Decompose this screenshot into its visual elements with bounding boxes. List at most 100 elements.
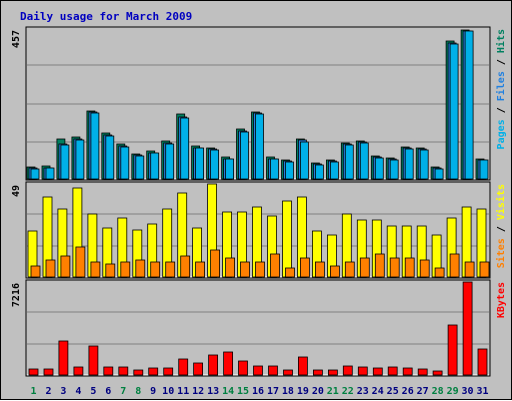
x-tick-label: 16	[252, 386, 264, 397]
bar-pages-day-9	[150, 152, 160, 180]
bar-sites-day-3	[60, 255, 71, 278]
bar-kbytes-day-15	[238, 360, 248, 376]
bar-pages-day-17	[270, 158, 279, 180]
bar-pages-day-5	[90, 112, 100, 180]
bar-kbytes-day-16	[253, 365, 263, 376]
x-tick-label: 14	[222, 386, 234, 397]
bar-sites-day-16	[255, 261, 265, 278]
legend-part: Hits	[495, 29, 507, 53]
y-max-label: 49	[11, 185, 22, 197]
x-tick-label: 11	[177, 386, 189, 397]
bar-pages-day-26	[404, 148, 414, 180]
bar-pages-day-24	[374, 157, 384, 180]
legend-part: Sites	[495, 238, 507, 268]
bar-pages-day-6	[105, 135, 115, 180]
bar-kbytes-day-5	[88, 345, 99, 376]
bar-sites-day-4	[75, 246, 86, 278]
bar-kbytes-day-19	[297, 356, 308, 376]
x-tick-label: 19	[297, 386, 309, 397]
x-tick-label: 18	[282, 386, 294, 397]
x-tick-label: 7	[120, 386, 126, 397]
x-tick-label: 4	[75, 386, 81, 397]
x-tick-label: 2	[45, 386, 51, 397]
bar-pages-day-15	[240, 131, 249, 180]
bar-sites-day-27	[419, 259, 430, 278]
legend-part: /	[496, 220, 507, 238]
bar-sites-day-14	[225, 257, 236, 278]
bar-kbytes-day-30	[462, 281, 473, 376]
bar-sites-day-9	[150, 261, 161, 278]
bar-pages-day-12	[195, 147, 205, 180]
bar-kbytes-day-2	[43, 368, 54, 376]
x-tick-label: 20	[312, 386, 324, 397]
bar-pages-day-16	[255, 113, 264, 180]
bar-sites-day-6	[105, 263, 116, 278]
series-legend-label: KBytes	[496, 282, 507, 318]
bar-kbytes-day-9	[148, 367, 159, 376]
x-tick-label: 31	[476, 386, 488, 397]
bar-sites-day-1	[30, 265, 41, 278]
bar-pages-day-23	[359, 142, 369, 180]
x-tick-label: 17	[267, 386, 279, 397]
bar-kbytes-day-20	[312, 369, 323, 376]
bar-sites-day-19	[299, 257, 310, 278]
bar-pages-day-27	[419, 149, 429, 180]
x-tick-label: 28	[432, 386, 444, 397]
bar-kbytes-day-12	[193, 362, 204, 376]
bar-sites-day-15	[240, 261, 250, 278]
bar-kbytes-day-23	[357, 366, 368, 376]
x-tick-label: 5	[90, 386, 96, 397]
x-tick-label: 8	[135, 386, 141, 397]
bar-kbytes-day-4	[73, 366, 84, 376]
bar-pages-day-14	[225, 158, 235, 180]
bar-pages-day-4	[75, 139, 85, 180]
bar-kbytes-day-18	[283, 369, 293, 376]
chart-panel-pages-files-hits: 457 Pages / Files / Hits	[11, 26, 507, 181]
legend-part: /	[496, 53, 507, 71]
bar-pages-day-8	[135, 155, 145, 180]
bar-sites-day-31	[479, 261, 490, 278]
x-tick-label: 27	[417, 386, 429, 397]
y-max-label: 457	[11, 30, 22, 48]
bar-sites-day-5	[90, 261, 101, 278]
bar-kbytes-day-24	[372, 367, 383, 376]
bar-kbytes-day-21	[327, 369, 338, 376]
bar-sites-day-29	[449, 253, 460, 278]
x-tick-label: 1	[30, 386, 36, 397]
bar-kbytes-day-29	[447, 324, 458, 376]
x-tick-label: 9	[150, 386, 156, 397]
x-tick-label: 23	[357, 386, 369, 397]
bar-pages-day-11	[180, 117, 190, 180]
bar-sites-day-17	[270, 253, 280, 278]
bar-kbytes-day-11	[178, 358, 189, 376]
x-tick-label: 6	[105, 386, 111, 397]
bar-sites-day-8	[135, 259, 146, 278]
bar-kbytes-day-25	[387, 366, 398, 376]
bar-kbytes-day-22	[342, 365, 353, 376]
bar-pages-day-3	[60, 144, 70, 180]
x-tick-label: 29	[447, 386, 459, 397]
bar-pages-day-28	[434, 168, 444, 180]
bar-sites-day-2	[45, 259, 56, 278]
bar-kbytes-day-6	[103, 366, 114, 376]
bar-sites-day-30	[464, 261, 475, 278]
bar-sites-day-20	[314, 261, 325, 278]
bar-sites-day-21	[329, 265, 340, 278]
bar-pages-day-20	[314, 164, 324, 180]
bar-kbytes-day-26	[402, 367, 413, 376]
x-tick-label: 12	[192, 386, 204, 397]
x-tick-label: 30	[461, 386, 473, 397]
legend-part: KBytes	[496, 282, 507, 318]
bar-kbytes-day-3	[58, 340, 69, 376]
bar-sites-day-28	[434, 267, 445, 278]
bar-pages-day-1	[30, 168, 40, 180]
legend-part: Visits	[495, 184, 507, 220]
bar-pages-day-21	[329, 161, 339, 180]
bar-pages-day-31	[479, 159, 489, 180]
x-tick-label: 13	[207, 386, 219, 397]
bar-sites-day-25	[389, 257, 400, 278]
series-legend-label: Sites / Visits	[495, 184, 507, 268]
bar-sites-day-11	[180, 255, 191, 278]
